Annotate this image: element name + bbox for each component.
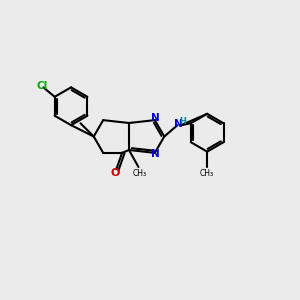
Text: N: N	[151, 113, 160, 123]
Text: Cl: Cl	[36, 81, 47, 91]
Text: H: H	[179, 117, 186, 126]
Text: CH₃: CH₃	[132, 169, 146, 178]
Text: N: N	[151, 149, 160, 159]
Text: CH₃: CH₃	[200, 169, 214, 178]
Text: N: N	[174, 119, 183, 129]
Text: O: O	[110, 168, 120, 178]
